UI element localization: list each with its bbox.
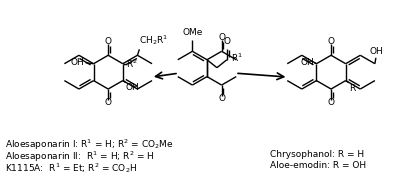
Text: Aloesaponarin I: R$^1$ = H; R$^2$ = CO$_2$Me: Aloesaponarin I: R$^1$ = H; R$^2$ = CO$_…: [5, 138, 173, 152]
Text: OH: OH: [301, 58, 315, 67]
Text: OH: OH: [369, 47, 383, 56]
Text: OH: OH: [126, 83, 139, 92]
Text: OH: OH: [71, 58, 85, 67]
Text: Aloesaponarin II:  R$^1$ = H; R$^2$ = H: Aloesaponarin II: R$^1$ = H; R$^2$ = H: [5, 149, 154, 164]
Text: O: O: [327, 37, 334, 46]
Text: O: O: [218, 33, 225, 42]
Text: O: O: [105, 98, 112, 107]
Text: R: R: [349, 84, 355, 92]
Text: OMe: OMe: [182, 28, 203, 37]
Text: K1115A:  R$^1$ = Et; R$^2$ = CO$_2$H: K1115A: R$^1$ = Et; R$^2$ = CO$_2$H: [5, 162, 137, 175]
Text: O: O: [223, 37, 230, 46]
Text: Aloe-emodin: R = OH: Aloe-emodin: R = OH: [269, 162, 366, 171]
Text: O: O: [218, 95, 225, 103]
Text: O: O: [327, 98, 334, 107]
Text: CH$_2$R$^1$: CH$_2$R$^1$: [139, 33, 168, 47]
Text: O: O: [105, 37, 112, 46]
Text: R$^2$: R$^2$: [126, 58, 137, 70]
Text: Chrysophanol: R = H: Chrysophanol: R = H: [269, 149, 364, 159]
Text: R$^1$: R$^1$: [231, 52, 243, 64]
